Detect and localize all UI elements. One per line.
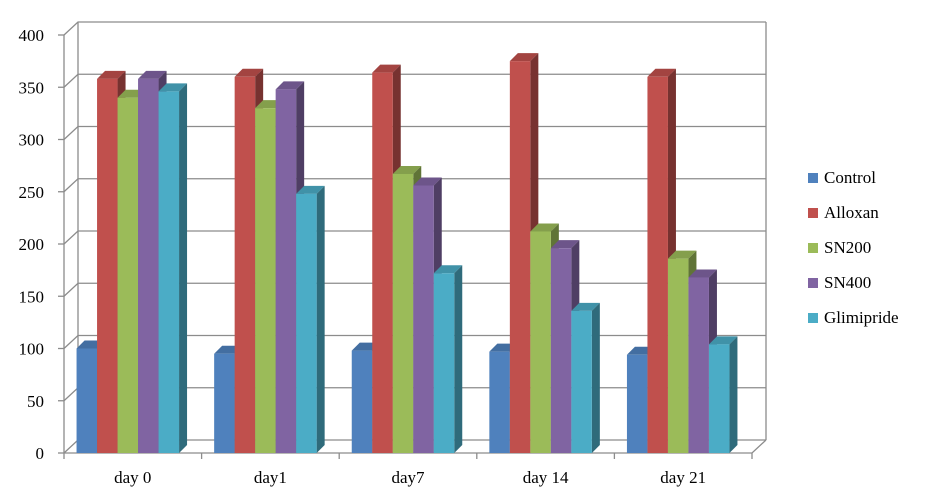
bar-front-face [571,310,592,453]
bar-front-face [626,354,648,453]
y-tick-label: 300 [19,131,45,150]
bar-top-face [275,81,305,90]
bar-front-face [489,351,510,453]
legend-item-alloxan: Alloxan [808,203,879,222]
legend-swatch [808,313,818,323]
bar-side-face [591,302,600,453]
bar-top-face [509,53,539,62]
x-tick-label: day 21 [660,468,706,487]
y-tick-label: 200 [19,235,45,254]
legend-label: Control [824,168,876,187]
bar-top-face [296,185,325,194]
legend-item-glimipride: Glimipride [808,308,899,327]
bar-top-face [647,68,676,77]
bar-top-face [97,70,126,79]
x-tick-label: day 0 [114,468,151,487]
legend-label: Alloxan [824,203,879,222]
bar-side-face [454,265,463,453]
legend-label: SN400 [824,273,871,292]
bar-front-face [117,97,139,453]
y-tick-label: 100 [19,340,45,359]
legend-swatch [808,243,818,253]
bar-side-face [316,185,325,453]
bar-front-face [97,78,118,453]
bar-front-face [351,350,373,453]
bar-top-face [433,265,463,274]
y-tick-label: 400 [19,26,45,45]
bar-top-face [372,64,401,73]
x-axis-tick-labels: day 0 day1 day7 day 14 day 21 [114,468,706,487]
bar-front-face [550,248,572,453]
bar-top-face [413,177,442,186]
bar-front-face [530,231,551,453]
bar-top-face [667,250,697,259]
bars [76,53,738,454]
y-tick-label: 150 [19,287,45,306]
bar-front-face [433,273,455,453]
bar-top-face [708,336,738,345]
legend-item-control: Control [808,168,876,187]
bar-front-face [509,61,531,453]
bar-front-face [275,89,297,453]
bar-front-face [688,277,709,453]
bar-front-face [158,91,180,454]
bar-front-face [76,348,98,453]
bar-front-face [647,76,668,454]
bar-top-face [550,240,580,249]
bar-front-face [255,108,276,454]
x-tick-label: day1 [254,468,287,487]
legend: Control Alloxan SN200 SN400 Glimipride [808,168,899,327]
bar-top-face [530,223,559,232]
bar-top-face [234,68,264,77]
bar-top-face [688,269,717,278]
bar-front-face [392,173,414,454]
bar-front-face [372,72,393,454]
bar-top-face [571,302,600,311]
y-tick-label: 50 [27,392,44,411]
legend-label: Glimipride [824,308,899,327]
bar-front-face [413,185,434,454]
bar-front-face [138,78,159,453]
bar-top-face [158,83,188,92]
legend-swatch [808,278,818,288]
y-axis-tick-labels: 0 50 100 150 200 250 300 350 400 [19,26,45,463]
legend-item-sn200: SN200 [808,238,871,257]
legend-item-sn400: SN400 [808,273,871,292]
bar-glimipride-3 [571,302,600,453]
bar-front-face [708,344,730,453]
bar-side-face [179,83,188,454]
bar-glimipride-1 [296,185,325,453]
y-tick-label: 350 [19,78,45,97]
y-tick-label: 250 [19,183,45,202]
legend-swatch [808,173,818,183]
bar-top-face [138,70,167,79]
bar-glimipride-4 [708,336,738,453]
bar-front-face [214,353,235,453]
bar-top-face [392,165,422,174]
bar-glimipride-0 [158,83,188,454]
legend-swatch [808,208,818,218]
x-tick-label: day 14 [523,468,569,487]
bar-front-face [667,258,689,453]
x-tick-label: day7 [391,468,425,487]
gridline-400 [63,21,766,36]
bar-front-face [234,76,256,454]
legend-label: SN200 [824,238,871,257]
bar-side-face [729,336,738,453]
y-tick-label: 0 [36,444,45,463]
bar-front-face [296,193,317,453]
bar-glimipride-2 [433,265,463,453]
